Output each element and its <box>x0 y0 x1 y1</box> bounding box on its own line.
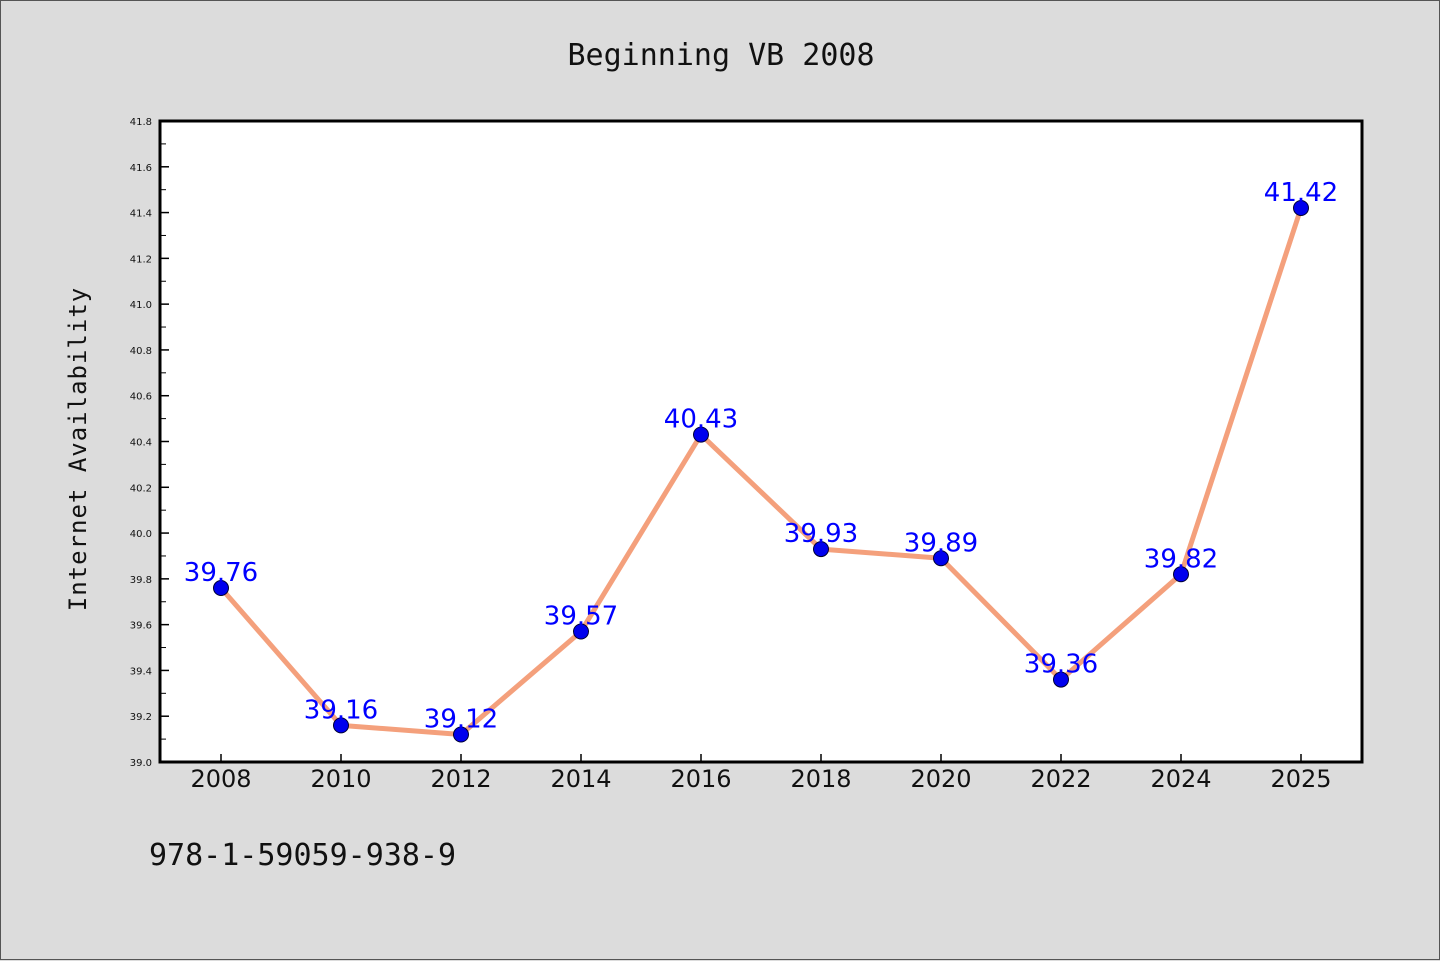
x-axis-ticks: 2008 2010 2012 2014 2016 2018 2020 2022 2024 2025 <box>190 754 1332 793</box>
y-tick-label: 39.4 <box>130 666 152 677</box>
x-tick-label: 2012 <box>430 765 491 793</box>
data-point-marker <box>213 580 229 597</box>
x-tick-label: 2024 <box>1150 765 1211 793</box>
x-tick-label: 2008 <box>190 765 251 793</box>
footnote-isbn: 978-1-59059-938-9 <box>149 838 456 873</box>
data-label: 39.16 <box>304 695 378 725</box>
data-label: 39.89 <box>904 528 978 558</box>
data-markers <box>213 199 1309 743</box>
data-label: 39.82 <box>1144 544 1218 574</box>
data-point-marker <box>693 426 709 443</box>
data-point-marker <box>1173 566 1189 583</box>
data-label: 39.76 <box>184 558 258 588</box>
data-label: 41.42 <box>1264 178 1338 208</box>
x-tick-label: 2014 <box>550 765 611 793</box>
y-axis-ticks: 39.0 39.2 39.4 39.6 39.8 40.0 40.2 40.4 40.6 40.8… <box>130 117 169 769</box>
data-label: 39.36 <box>1024 650 1098 680</box>
series-line <box>218 205 1304 738</box>
data-point-marker <box>453 726 469 743</box>
chart-title: Beginning VB 2008 <box>567 38 874 73</box>
y-tick-label: 40.6 <box>130 392 152 403</box>
x-tick-label: 2022 <box>1030 765 1091 793</box>
data-point-marker <box>573 623 589 640</box>
y-tick-label: 40.4 <box>130 438 152 449</box>
y-tick-label: 39.8 <box>130 575 152 586</box>
y-tick-label: 40.0 <box>130 529 152 540</box>
y-tick-label: 40.8 <box>130 346 152 357</box>
x-tick-label: 2020 <box>910 765 971 793</box>
data-label: 39.12 <box>424 705 498 735</box>
y-tick-label: 41.8 <box>130 117 152 128</box>
data-point-marker <box>1293 199 1309 216</box>
series-line-group <box>218 205 1304 738</box>
data-labels: 39.76 39.16 39.12 39.57 40.43 39.93 39.89 39.36… <box>184 178 1338 735</box>
y-tick-label: 41.6 <box>130 163 152 174</box>
plot-area <box>158 119 1364 764</box>
data-label: 39.93 <box>784 519 858 549</box>
x-tick-label: 2018 <box>790 765 851 793</box>
data-label: 40.43 <box>664 405 738 435</box>
y-tick-label: 40.2 <box>130 483 152 494</box>
data-point-marker <box>933 550 949 567</box>
y-axis-label: Internet Availability <box>64 287 92 611</box>
data-point-marker <box>813 541 829 558</box>
y-tick-label: 39.0 <box>130 758 152 769</box>
data-point-marker <box>1053 671 1069 688</box>
data-point-marker <box>333 717 349 734</box>
x-tick-label: 2016 <box>670 765 731 793</box>
y-tick-label: 39.6 <box>130 621 152 632</box>
y-tick-label: 41.4 <box>130 209 152 220</box>
y-tick-label: 41.0 <box>130 300 152 311</box>
x-tick-label: 2025 <box>1270 765 1331 793</box>
y-tick-label: 39.2 <box>130 712 152 723</box>
y-tick-label: 41.2 <box>130 254 152 265</box>
data-label: 39.57 <box>544 602 618 632</box>
x-tick-label: 2010 <box>310 765 371 793</box>
